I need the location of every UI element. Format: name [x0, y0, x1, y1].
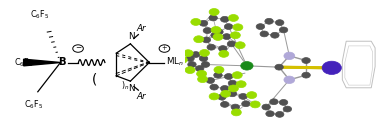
- Circle shape: [242, 101, 250, 107]
- Circle shape: [235, 42, 245, 49]
- Circle shape: [199, 56, 208, 61]
- Circle shape: [207, 44, 215, 50]
- Circle shape: [256, 24, 265, 30]
- Circle shape: [250, 101, 260, 108]
- Circle shape: [186, 56, 194, 61]
- Text: (: (: [92, 73, 97, 87]
- Text: $)_{\mathit{n}}$: $)_{\mathit{n}}$: [121, 80, 129, 92]
- Circle shape: [219, 50, 229, 57]
- Circle shape: [266, 111, 274, 117]
- Circle shape: [209, 9, 219, 15]
- Circle shape: [210, 84, 218, 90]
- Text: Ar: Ar: [136, 92, 146, 101]
- Circle shape: [239, 93, 247, 99]
- Circle shape: [211, 32, 219, 38]
- Circle shape: [275, 64, 284, 70]
- Circle shape: [225, 24, 233, 30]
- Circle shape: [213, 34, 223, 40]
- Circle shape: [220, 101, 229, 107]
- Circle shape: [302, 58, 310, 63]
- Circle shape: [227, 41, 236, 47]
- Circle shape: [231, 109, 241, 116]
- Circle shape: [228, 91, 237, 97]
- Circle shape: [231, 104, 240, 110]
- Circle shape: [241, 62, 253, 70]
- Circle shape: [211, 26, 221, 33]
- Text: B: B: [58, 57, 65, 67]
- Circle shape: [188, 62, 196, 67]
- Circle shape: [225, 74, 233, 79]
- Circle shape: [276, 20, 284, 26]
- Circle shape: [215, 29, 223, 35]
- Circle shape: [228, 14, 239, 21]
- Circle shape: [206, 78, 215, 83]
- Text: $\mathsf{ML_{\mathit{n}}}$: $\mathsf{ML_{\mathit{n}}}$: [166, 56, 184, 68]
- Circle shape: [192, 52, 200, 57]
- Circle shape: [220, 16, 229, 22]
- Text: $\mathsf{C_6F_5}$: $\mathsf{C_6F_5}$: [14, 56, 33, 69]
- Circle shape: [209, 15, 217, 21]
- Circle shape: [183, 50, 193, 57]
- Circle shape: [283, 106, 292, 112]
- Circle shape: [197, 70, 207, 77]
- Circle shape: [276, 111, 284, 117]
- Text: +: +: [162, 45, 167, 51]
- Circle shape: [230, 32, 240, 39]
- Circle shape: [202, 37, 211, 43]
- Circle shape: [260, 31, 268, 37]
- Text: N: N: [128, 84, 135, 93]
- Circle shape: [200, 49, 209, 56]
- Circle shape: [214, 66, 224, 73]
- Circle shape: [262, 104, 270, 110]
- Circle shape: [185, 67, 195, 74]
- Circle shape: [218, 94, 226, 100]
- Circle shape: [247, 92, 257, 99]
- Circle shape: [284, 52, 295, 60]
- Circle shape: [199, 20, 208, 26]
- Circle shape: [265, 18, 273, 24]
- Text: $\mathsf{C_6F_5}$: $\mathsf{C_6F_5}$: [25, 98, 43, 111]
- Circle shape: [220, 86, 229, 91]
- Circle shape: [221, 90, 231, 97]
- Circle shape: [232, 72, 242, 79]
- Circle shape: [214, 72, 222, 78]
- Circle shape: [271, 32, 279, 38]
- Circle shape: [228, 85, 239, 92]
- Circle shape: [236, 81, 246, 88]
- Circle shape: [228, 80, 237, 86]
- Circle shape: [279, 99, 288, 105]
- Text: N: N: [128, 32, 135, 41]
- Circle shape: [198, 76, 208, 83]
- Text: −: −: [75, 45, 81, 51]
- Circle shape: [270, 99, 278, 105]
- Circle shape: [284, 76, 295, 84]
- Circle shape: [233, 24, 243, 31]
- Circle shape: [279, 27, 288, 33]
- Circle shape: [191, 18, 201, 25]
- Circle shape: [222, 34, 231, 40]
- Circle shape: [302, 72, 310, 78]
- Text: $\mathsf{C_6F_5}$: $\mathsf{C_6F_5}$: [30, 9, 49, 21]
- Circle shape: [195, 66, 204, 71]
- Text: Ar: Ar: [136, 24, 146, 33]
- Circle shape: [322, 61, 341, 74]
- Circle shape: [201, 62, 210, 67]
- Circle shape: [218, 46, 227, 51]
- Circle shape: [203, 28, 212, 34]
- Circle shape: [209, 93, 219, 100]
- Circle shape: [177, 56, 187, 63]
- Polygon shape: [23, 59, 60, 66]
- Circle shape: [194, 36, 204, 43]
